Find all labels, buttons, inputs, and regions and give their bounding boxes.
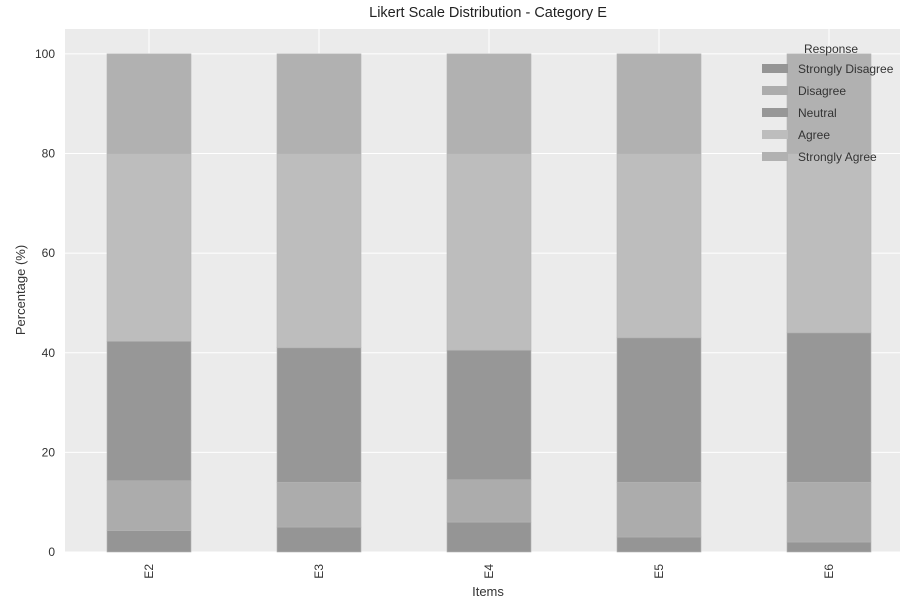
- bar-segment-e6-strongly-agree: [786, 53, 872, 154]
- legend-swatch: [762, 64, 788, 73]
- bar-segment-e4-strongly-disagree: [446, 521, 532, 553]
- y-axis-ticks: 0 20 40 60 80 100: [35, 47, 55, 559]
- x-tick-label-e6: E6: [822, 564, 836, 579]
- legend-title: Response: [804, 42, 858, 56]
- bar-segment-e6-agree: [786, 153, 872, 334]
- x-tick-label-e3: E3: [312, 564, 326, 579]
- bar-segment-e3-neutral: [276, 347, 362, 483]
- bar-segment-e3-strongly-agree: [276, 53, 362, 154]
- y-tick-label: 0: [48, 545, 55, 559]
- y-tick-label: 80: [42, 147, 56, 161]
- bar-segment-e5-strongly-disagree: [616, 536, 702, 553]
- legend-swatch: [762, 152, 788, 161]
- legend: Response Strongly Disagree Disagree Neutra…: [762, 42, 894, 164]
- legend-item-label: Agree: [798, 128, 830, 142]
- chart-title: Likert Scale Distribution - Category E: [369, 5, 607, 21]
- y-tick-label: 40: [42, 346, 56, 360]
- bars-group: [106, 53, 872, 553]
- bar-segment-e2-strongly-agree: [106, 53, 192, 154]
- bar-segment-e6-neutral: [786, 332, 872, 483]
- bar-segment-e3-strongly-disagree: [276, 526, 362, 553]
- bar-segment-e4-strongly-agree: [446, 53, 532, 154]
- y-tick-label: 20: [42, 445, 56, 459]
- bar-segment-e6-disagree: [786, 481, 872, 543]
- y-tick-label: 60: [42, 246, 56, 260]
- bar-segment-e3-agree: [276, 153, 362, 349]
- bar-segment-e3-disagree: [276, 481, 362, 528]
- bar-segment-e6-strongly-disagree: [786, 541, 872, 553]
- bar-segment-e2-strongly-disagree: [106, 530, 192, 553]
- legend-item-label: Strongly Disagree: [798, 62, 894, 76]
- legend-swatch: [762, 108, 788, 117]
- x-axis-ticks: E2 E3 E4 E5 E6: [142, 564, 836, 579]
- legend-item-label: Neutral: [798, 106, 837, 120]
- legend-item-label: Disagree: [798, 84, 846, 98]
- y-axis-label: Percentage (%): [13, 245, 28, 335]
- bar-segment-e4-disagree: [446, 479, 532, 523]
- y-tick-label: 100: [35, 47, 55, 61]
- bar-segment-e2-agree: [106, 153, 192, 342]
- bar-segment-e5-disagree: [616, 481, 702, 538]
- bar-segment-e5-strongly-agree: [616, 53, 702, 154]
- legend-swatch: [762, 86, 788, 95]
- bar-segment-e2-disagree: [106, 480, 192, 531]
- legend-swatch: [762, 130, 788, 139]
- x-tick-label-e5: E5: [652, 564, 666, 579]
- bar-segment-e4-neutral: [446, 349, 532, 481]
- bar-segment-e2-neutral: [106, 341, 192, 482]
- x-tick-label-e4: E4: [482, 564, 496, 579]
- legend-item-label: Strongly Agree: [798, 150, 877, 164]
- bar-segment-e4-agree: [446, 153, 532, 351]
- bar-segment-e5-neutral: [616, 337, 702, 483]
- bar-segment-e5-agree: [616, 153, 702, 339]
- x-tick-label-e2: E2: [142, 564, 156, 579]
- x-axis-label: Items: [472, 584, 504, 599]
